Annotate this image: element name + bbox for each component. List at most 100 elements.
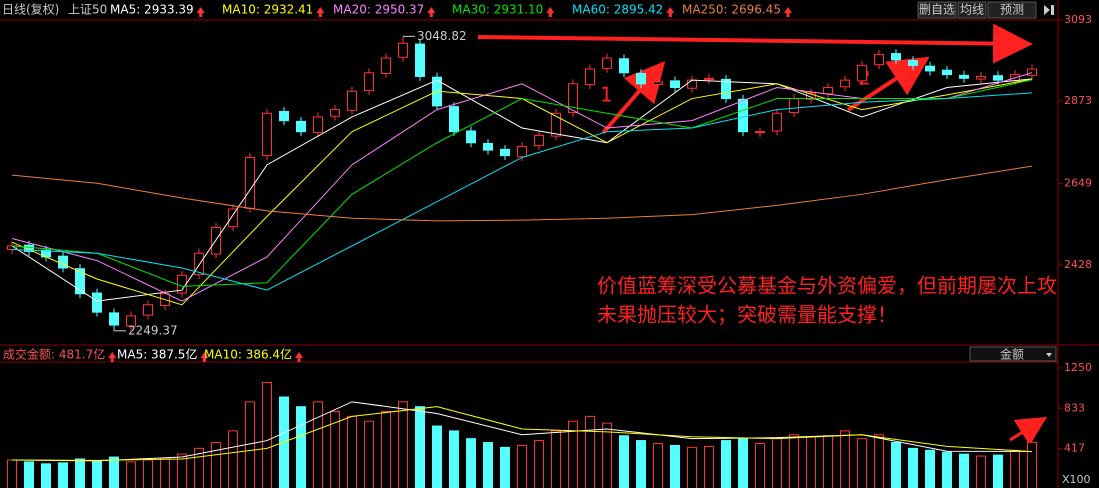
volume-bar [840,430,850,488]
period: 日线(复权) [2,3,59,17]
selector[interactable] [969,346,1057,362]
high-label: 3048.82 [417,29,467,43]
candle-body [602,57,612,69]
collapse-icon[interactable] [1044,5,1054,15]
volume-bar [92,460,102,488]
legend-entry: MA60: 2895.42 [572,3,663,17]
ma-line [11,165,1033,222]
volume-bar [551,430,561,488]
candle-body [551,112,561,137]
volume-bar [891,442,901,488]
candle-body [874,53,884,66]
volume-bar [653,442,663,488]
y-tick-label: 833 [1064,401,1085,414]
volume-bar [449,430,459,488]
candle-body [364,72,374,91]
arrow [477,23,1033,64]
candle-body [568,83,578,114]
volume-bar [585,415,595,488]
volume-bar [126,461,136,488]
candle-body [483,142,493,151]
candle-body [772,112,782,132]
volume-bar [704,445,714,488]
candle-body [92,292,102,313]
volume-bar [364,420,374,488]
candle-body [75,268,85,295]
button[interactable] [917,1,957,19]
candle-body [670,80,680,89]
volume-bar [347,415,357,488]
volume-bar [568,420,578,488]
candle-body [126,315,136,327]
volume-bar [772,438,782,488]
candle-body [449,106,459,133]
candle-body [738,98,748,133]
volume-bar [619,435,629,488]
button-label[interactable]: 预测 [1000,3,1024,17]
low-label: 2249.37 [128,323,178,337]
candle-body [891,53,901,61]
selector-label[interactable]: 金额 [1000,347,1024,362]
candle-body [806,92,816,100]
button-label[interactable]: 均线 [960,3,984,17]
volume-bar [41,463,51,488]
candle-body [1027,68,1037,76]
volume-title: 成交金额: 481.7亿 [3,347,105,362]
candle-body [279,110,289,122]
button[interactable] [987,1,1037,19]
candle-body [347,90,357,111]
volume-bar [143,459,153,488]
ma-line [11,79,1033,287]
y-tick-label: 2428 [1064,258,1092,271]
candle-body [228,208,238,228]
up-arrow [196,7,205,17]
y-tick-label: 1250 [1064,361,1092,374]
volume-bar [211,442,221,488]
annotation: 1 [600,83,613,107]
volume-bar [279,396,289,488]
legend-entry: MA5: 387.5亿 [117,347,197,362]
volume-bar [500,446,510,488]
volume-bar [1010,449,1020,488]
button-label[interactable]: 删自选 [919,3,955,17]
candle-body [381,57,391,75]
up-arrow [316,7,325,17]
candle-body [636,73,646,85]
volume-bar [24,461,34,488]
candle-body [398,42,408,58]
up-arrow [200,352,209,362]
candle-body [534,134,544,147]
up-arrow [783,7,792,17]
legend-entry: MA10: 2932.41 [222,3,313,17]
up-arrow [666,7,675,17]
arrow [846,56,930,112]
candle-body [993,75,1003,81]
candle-body [823,87,833,95]
volume-bar [7,459,17,488]
candle-body [619,58,629,74]
candle-body [585,68,595,86]
volume-bar [738,438,748,488]
volume-bar [432,425,442,488]
dropdown-icon[interactable] [1046,353,1052,357]
y-tick-label: 2649 [1064,177,1092,190]
candle-body [500,148,510,157]
candle-body [415,43,425,77]
candle-body [976,75,986,80]
candle-body [330,109,340,117]
candle-body [959,74,969,79]
volume-bar [993,454,1003,488]
volume-bar [466,438,476,488]
button[interactable] [957,1,987,19]
candle-body [517,145,527,158]
volume-bar [602,422,612,488]
volume-bar [296,406,306,488]
volume-bar [313,401,323,488]
legend-entry: MA30: 2931.10 [452,3,543,17]
volume-bar [160,457,170,488]
candle-body [143,304,153,316]
candle-body [857,64,867,82]
volume-bar [976,455,986,488]
note: 价值蓝筹深受公募基金与外资偏爱，但前期屡次上攻 [597,274,1057,298]
